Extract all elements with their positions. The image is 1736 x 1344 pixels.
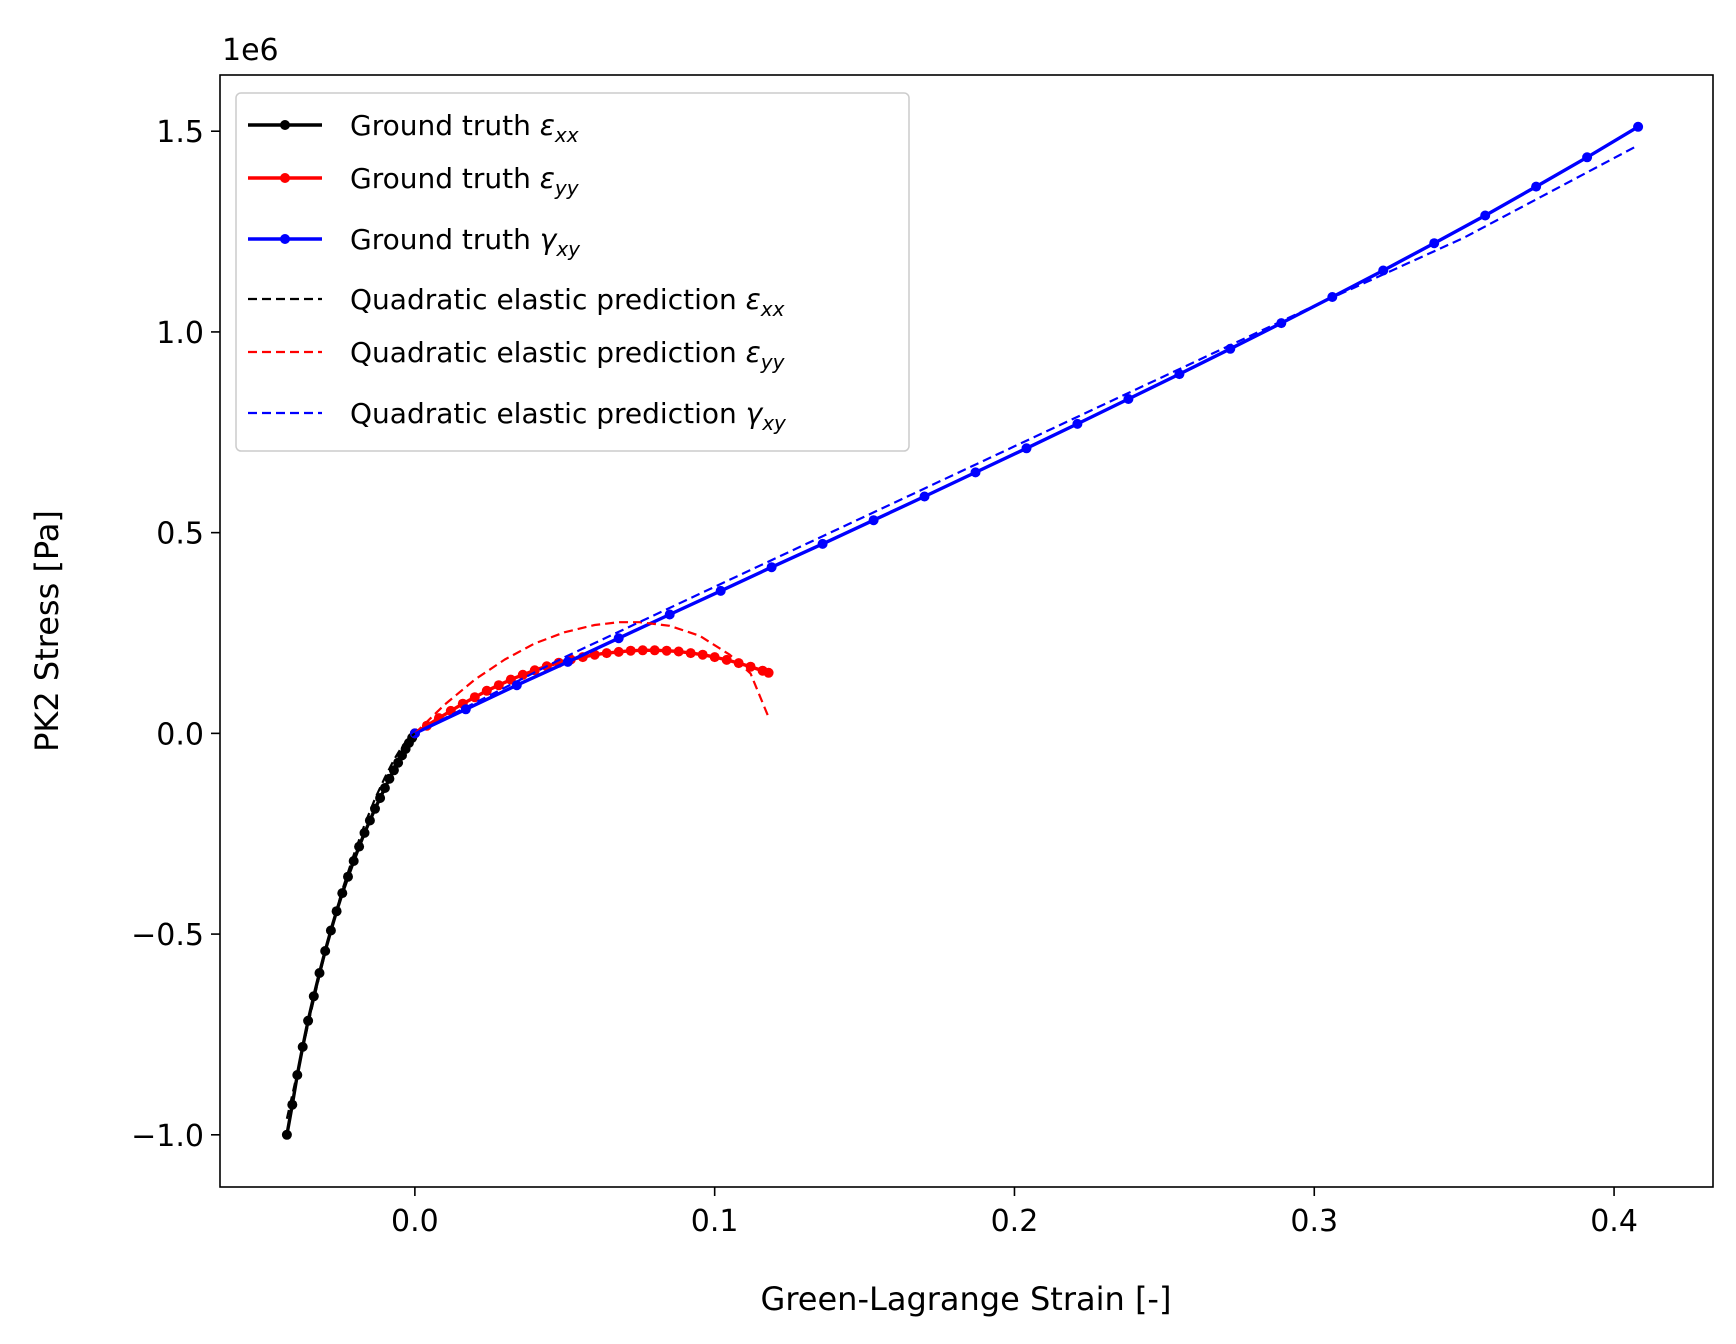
data-point-ground-truth-xy <box>664 609 675 620</box>
data-point-ground-truth-xy <box>1378 265 1389 276</box>
data-point-ground-truth-xx <box>281 1129 292 1140</box>
x-axis-label: Green-Lagrange Strain [-] <box>761 1280 1172 1318</box>
series-line-prediction-xx <box>285 732 416 1120</box>
legend-label-ground-truth-yy: Ground truth εyy <box>350 162 580 200</box>
data-point-ground-truth-yy <box>601 648 612 659</box>
y-tick-label: 1.0 <box>156 316 204 351</box>
data-point-ground-truth-xx <box>388 765 399 776</box>
data-point-ground-truth-xy <box>1174 369 1185 380</box>
y-axis-label: PK2 Stress [Pa] <box>28 510 66 752</box>
data-point-ground-truth-xy <box>1276 318 1287 329</box>
y-tick-label: 0.0 <box>156 717 204 752</box>
legend-label-ground-truth-xy: Ground truth γxy <box>350 223 581 261</box>
legend: Ground truth εxx Ground truth εyy Ground t… <box>235 92 910 452</box>
series-line-prediction-xy <box>414 144 1639 735</box>
x-tick-label: 0.0 <box>391 1204 439 1239</box>
data-point-ground-truth-xx <box>379 783 390 793</box>
y-tick-label: −0.5 <box>131 918 204 953</box>
y-tick-label: −1.0 <box>131 1119 204 1154</box>
data-point-ground-truth-yy <box>745 661 756 672</box>
data-point-ground-truth-yy <box>697 649 708 660</box>
x-tick-label: 0.4 <box>1590 1204 1638 1239</box>
legend-marker-ground-truth-xy <box>280 234 290 244</box>
data-point-ground-truth-xy <box>817 538 828 549</box>
legend-box <box>235 92 910 452</box>
axes-frame <box>219 74 1714 1188</box>
x-axis: 0.0 0.1 0.2 0.3 0.4 <box>391 1187 1638 1239</box>
data-point-ground-truth-xy <box>1123 394 1134 404</box>
data-point-ground-truth-xx <box>348 856 359 866</box>
data-point-ground-truth-yy <box>493 680 504 691</box>
data-point-ground-truth-xy <box>919 491 930 502</box>
data-point-ground-truth-yy <box>685 648 696 659</box>
data-point-ground-truth-xy <box>1072 418 1083 429</box>
data-point-ground-truth-xy <box>868 515 879 526</box>
legend-marker-ground-truth-yy <box>280 173 290 183</box>
data-point-ground-truth-xy <box>511 680 522 691</box>
data-point-ground-truth-xy <box>1531 181 1542 192</box>
data-point-ground-truth-xy <box>1582 152 1593 163</box>
data-point-ground-truth-yy <box>763 667 774 678</box>
y-offset-label: 1e6 <box>222 33 279 68</box>
legend-label-prediction-xx: Quadratic elastic prediction εxx <box>350 283 785 321</box>
data-point-ground-truth-xy <box>970 467 981 478</box>
legend-marker-ground-truth-xx <box>280 120 290 130</box>
x-tick-label: 0.1 <box>691 1204 739 1239</box>
data-point-ground-truth-xy <box>1429 238 1440 249</box>
data-point-ground-truth-yy <box>637 645 648 656</box>
data-point-ground-truth-yy <box>709 652 720 663</box>
data-point-ground-truth-xy <box>1480 210 1491 221</box>
legend-label-prediction-xy: Quadratic elastic prediction γxy <box>350 397 787 435</box>
data-point-ground-truth-yy <box>469 692 480 703</box>
y-axis: −1.0 −0.5 0.0 0.5 1.0 1.5 <box>131 115 220 1154</box>
data-point-ground-truth-xx <box>314 968 325 978</box>
data-point-ground-truth-xx <box>384 773 395 784</box>
data-point-ground-truth-xx <box>308 991 319 1002</box>
data-point-ground-truth-xx <box>325 925 336 936</box>
data-point-ground-truth-yy <box>721 654 732 665</box>
legend-label-ground-truth-xx: Ground truth εxx <box>350 109 579 147</box>
x-tick-label: 0.3 <box>1290 1204 1338 1239</box>
data-point-ground-truth-xy <box>766 562 777 573</box>
data-point-ground-truth-xy <box>613 633 624 644</box>
series-line-prediction-yy <box>414 621 770 735</box>
data-point-ground-truth-xx <box>287 1099 298 1110</box>
y-tick-label: 0.5 <box>156 517 204 552</box>
data-point-ground-truth-yy <box>517 669 528 680</box>
data-point-ground-truth-yy <box>481 685 492 696</box>
data-point-ground-truth-yy <box>673 646 684 657</box>
data-point-ground-truth-yy <box>625 645 636 656</box>
legend-label-prediction-yy: Quadratic elastic prediction εyy <box>350 336 786 374</box>
data-point-ground-truth-yy <box>649 645 660 656</box>
data-point-ground-truth-xy <box>1021 443 1032 454</box>
x-tick-label: 0.2 <box>991 1204 1039 1239</box>
data-point-ground-truth-yy <box>661 645 672 656</box>
data-point-ground-truth-xy <box>562 656 573 667</box>
data-point-ground-truth-xy <box>715 585 726 596</box>
data-point-ground-truth-yy <box>613 646 624 657</box>
data-point-ground-truth-xy <box>1633 121 1644 132</box>
series-layer <box>281 121 1644 1140</box>
y-tick-label: 1.5 <box>156 115 204 150</box>
